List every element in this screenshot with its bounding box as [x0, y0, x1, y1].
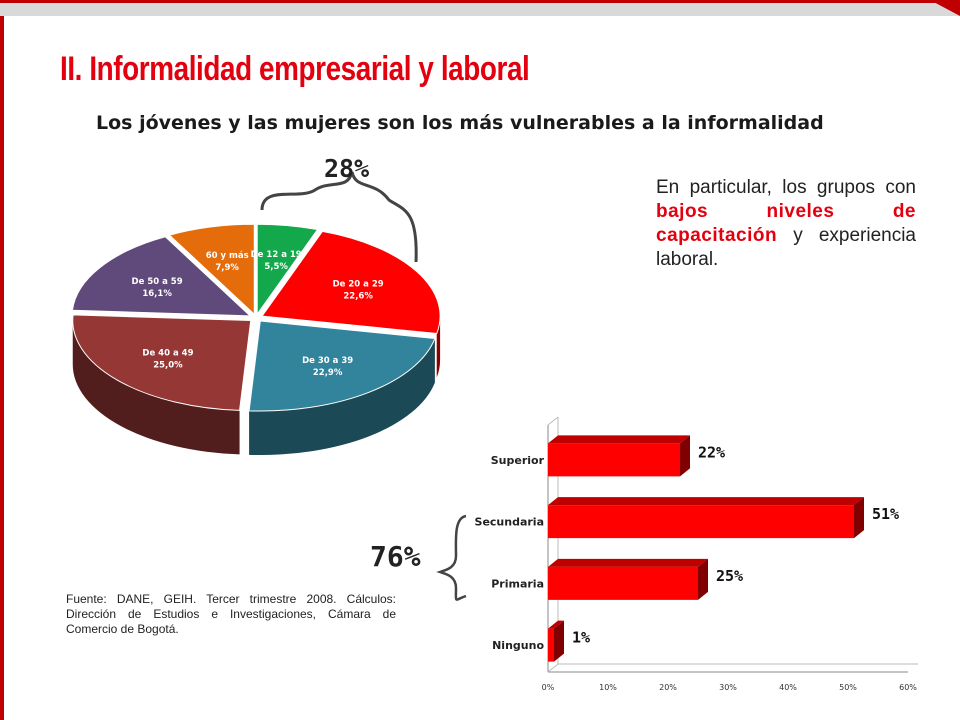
category-label: Ninguno	[492, 639, 544, 652]
pie-slice-label: De 12 a 19	[251, 250, 302, 260]
note-highlight: bajos niveles de capacitación	[656, 201, 916, 246]
category-label: Secundaria	[475, 516, 544, 529]
note-text: En particular, los grupos con bajos nive…	[656, 176, 916, 272]
x-tick-label: 60%	[899, 683, 917, 692]
bar-side	[854, 497, 864, 539]
bar-bracket-label: 76%	[370, 540, 421, 573]
bar	[548, 505, 854, 539]
bar-chart-axis	[547, 416, 559, 426]
bar	[548, 566, 698, 600]
x-tick-label: 50%	[839, 683, 857, 692]
slide-title: II. Informalidad empresarial y laboral	[60, 50, 530, 88]
bar-top	[548, 620, 564, 629]
pie-slice	[248, 320, 436, 412]
top-stripe	[0, 0, 960, 16]
bar-top	[548, 558, 708, 567]
pie-slice	[72, 314, 252, 411]
note-part2: y experiencia laboral.	[656, 225, 916, 270]
category-label: Primaria	[491, 577, 544, 590]
bar-top	[548, 435, 690, 444]
pie-slice-value: 7,9%	[215, 263, 239, 273]
bar-value-label: 22%	[698, 443, 725, 461]
bar-side	[698, 558, 708, 600]
bar	[548, 628, 554, 662]
left-accent-bar	[0, 16, 4, 720]
pie-slice	[261, 230, 441, 335]
pie-slice	[168, 223, 255, 316]
pie-slice-label: De 20 a 29	[333, 280, 384, 290]
note-part1: En particular, los grupos con	[656, 177, 916, 198]
x-tick-label: 20%	[659, 683, 677, 692]
x-tick-label: 0%	[542, 683, 555, 692]
bar-bracket	[436, 514, 467, 601]
bar-value-label: 1%	[572, 629, 590, 647]
pie-slice-value: 5,5%	[264, 262, 288, 272]
pie-slice-label: De 50 a 59	[132, 277, 183, 287]
bar-chart-axis	[547, 663, 559, 673]
pie-slice-label: De 40 a 49	[142, 348, 193, 358]
pie-bracket-label: 28%	[324, 154, 370, 183]
bar-value-label: 25%	[716, 567, 743, 585]
pie-slice-label: De 30 a 39	[302, 356, 353, 366]
pie-slice-value: 25,0%	[153, 360, 183, 370]
source-note: Fuente: DANE, GEIH. Tercer trimestre 200…	[66, 592, 396, 636]
pie-slice-side	[249, 338, 435, 456]
pie-slice-label: 60 y más	[206, 251, 249, 261]
category-label: Superior	[491, 454, 545, 467]
pie-slice-value: 22,6%	[343, 292, 373, 302]
pie-slice-value: 16,1%	[142, 289, 172, 299]
pie-bracket	[260, 171, 418, 263]
bar-side	[680, 435, 690, 477]
bar-side	[554, 620, 564, 662]
x-tick-label: 30%	[719, 683, 737, 692]
pie-slice-value: 22,9%	[313, 368, 343, 378]
x-tick-label: 10%	[599, 683, 617, 692]
x-tick-label: 40%	[779, 683, 797, 692]
slide-subtitle: Los jóvenes y las mujeres son los más vu…	[96, 112, 824, 134]
bar	[548, 443, 680, 477]
pie-slice-side	[72, 320, 240, 455]
bar-top	[548, 497, 864, 506]
bar-value-label: 51%	[872, 505, 899, 523]
pie-slice	[256, 223, 319, 316]
pie-slice	[71, 236, 252, 317]
